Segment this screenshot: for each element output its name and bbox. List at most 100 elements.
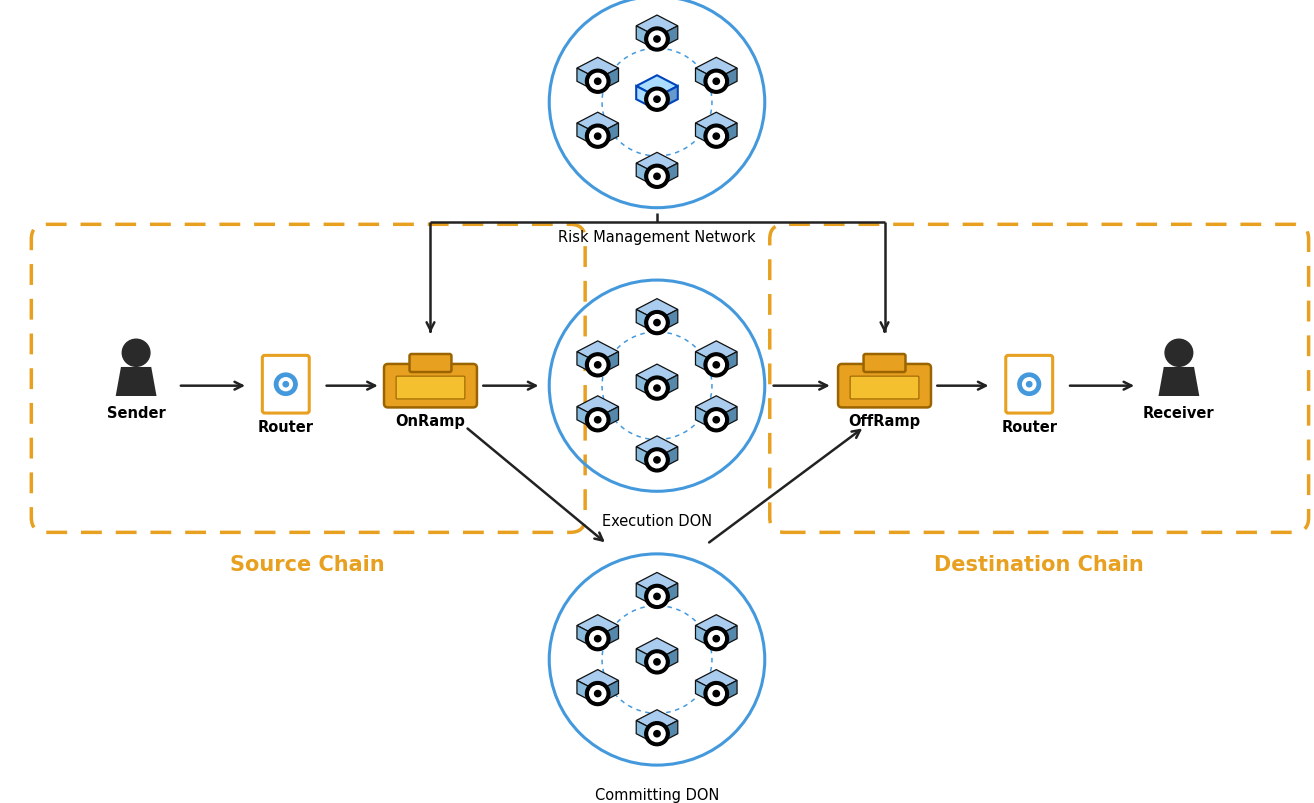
Circle shape xyxy=(654,593,660,600)
Text: Source Chain: Source Chain xyxy=(230,554,385,574)
Polygon shape xyxy=(577,397,619,418)
Circle shape xyxy=(704,353,728,377)
Circle shape xyxy=(708,631,724,646)
Polygon shape xyxy=(636,376,657,399)
Circle shape xyxy=(649,452,665,468)
Circle shape xyxy=(649,32,665,48)
Circle shape xyxy=(275,373,297,396)
Text: OffRamp: OffRamp xyxy=(849,414,921,429)
Polygon shape xyxy=(598,124,619,148)
Circle shape xyxy=(586,682,610,706)
Circle shape xyxy=(649,589,665,605)
Circle shape xyxy=(645,165,669,189)
Polygon shape xyxy=(577,124,598,148)
Circle shape xyxy=(645,377,669,401)
Polygon shape xyxy=(577,615,619,637)
Circle shape xyxy=(586,408,610,432)
Polygon shape xyxy=(577,59,619,79)
Polygon shape xyxy=(636,26,657,51)
Circle shape xyxy=(654,659,660,665)
Polygon shape xyxy=(598,680,619,704)
Circle shape xyxy=(590,74,606,90)
Circle shape xyxy=(654,97,660,104)
Circle shape xyxy=(714,636,720,642)
Polygon shape xyxy=(695,59,737,79)
Circle shape xyxy=(590,686,606,702)
Circle shape xyxy=(645,650,669,674)
Polygon shape xyxy=(577,680,598,704)
Polygon shape xyxy=(695,124,716,148)
Polygon shape xyxy=(636,310,657,334)
Circle shape xyxy=(654,174,660,180)
Circle shape xyxy=(649,92,665,108)
Circle shape xyxy=(645,28,669,52)
Circle shape xyxy=(645,312,669,335)
Polygon shape xyxy=(695,353,716,376)
Text: Router: Router xyxy=(1001,419,1058,434)
Text: Risk Management Network: Risk Management Network xyxy=(558,230,756,245)
FancyBboxPatch shape xyxy=(384,365,477,408)
Circle shape xyxy=(1018,373,1041,396)
Circle shape xyxy=(586,353,610,377)
Circle shape xyxy=(704,627,728,650)
Text: Execution DON: Execution DON xyxy=(602,513,712,528)
Polygon shape xyxy=(636,365,678,386)
Polygon shape xyxy=(695,680,716,704)
Circle shape xyxy=(654,385,660,392)
FancyBboxPatch shape xyxy=(263,356,309,414)
Circle shape xyxy=(714,362,720,369)
Circle shape xyxy=(586,125,610,149)
Circle shape xyxy=(590,412,606,428)
Circle shape xyxy=(654,37,660,43)
Polygon shape xyxy=(695,626,716,650)
Circle shape xyxy=(594,362,600,369)
FancyBboxPatch shape xyxy=(850,377,918,399)
Polygon shape xyxy=(577,670,619,691)
Polygon shape xyxy=(636,153,678,175)
Polygon shape xyxy=(695,407,716,431)
Circle shape xyxy=(649,726,665,742)
Circle shape xyxy=(704,70,728,94)
Circle shape xyxy=(594,134,600,140)
Circle shape xyxy=(649,381,665,397)
Polygon shape xyxy=(636,164,657,188)
Polygon shape xyxy=(1159,368,1200,397)
FancyBboxPatch shape xyxy=(863,355,905,373)
Polygon shape xyxy=(716,69,737,93)
Circle shape xyxy=(1026,382,1031,387)
FancyBboxPatch shape xyxy=(838,365,932,408)
Circle shape xyxy=(708,357,724,373)
Circle shape xyxy=(645,722,669,746)
Circle shape xyxy=(594,79,600,85)
Text: Sender: Sender xyxy=(106,406,166,421)
Circle shape xyxy=(645,88,669,112)
Polygon shape xyxy=(598,407,619,431)
Text: Committing DON: Committing DON xyxy=(595,787,719,801)
Polygon shape xyxy=(598,626,619,650)
Circle shape xyxy=(594,691,600,697)
Polygon shape xyxy=(577,113,619,135)
Polygon shape xyxy=(716,124,737,148)
Circle shape xyxy=(714,417,720,423)
Circle shape xyxy=(283,382,289,387)
Circle shape xyxy=(590,357,606,373)
Circle shape xyxy=(708,412,724,428)
FancyBboxPatch shape xyxy=(1005,356,1053,414)
Circle shape xyxy=(586,627,610,650)
Polygon shape xyxy=(636,710,678,732)
Circle shape xyxy=(594,636,600,642)
Circle shape xyxy=(654,731,660,737)
Polygon shape xyxy=(636,638,678,659)
Circle shape xyxy=(1166,340,1193,367)
Polygon shape xyxy=(598,69,619,93)
Polygon shape xyxy=(636,584,657,607)
Polygon shape xyxy=(636,573,678,594)
Polygon shape xyxy=(636,649,657,673)
Polygon shape xyxy=(716,626,737,650)
Polygon shape xyxy=(695,341,737,363)
Polygon shape xyxy=(657,584,678,607)
Polygon shape xyxy=(695,615,737,637)
Polygon shape xyxy=(577,341,619,363)
Circle shape xyxy=(704,125,728,149)
Polygon shape xyxy=(716,680,737,704)
